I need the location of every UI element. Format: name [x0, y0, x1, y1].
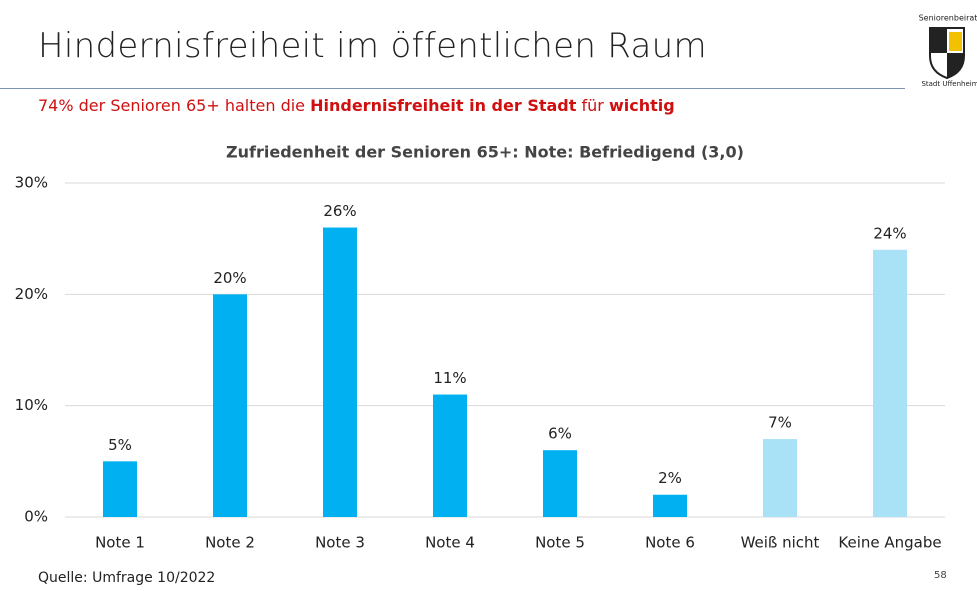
x-tick-label: Note 5	[535, 534, 585, 552]
bar	[763, 439, 797, 517]
logo-top: Seniorenbeirat	[919, 14, 977, 23]
shield-gold	[949, 32, 962, 51]
slide-title: Hindernisfreiheit im öffentlichen Raum	[38, 26, 707, 66]
title-rule	[0, 88, 905, 89]
bar	[433, 394, 467, 517]
x-tick-label: Note 3	[315, 534, 365, 552]
x-tick-label: Note 1	[95, 534, 145, 552]
value-label: 2%	[658, 469, 682, 487]
logo-bottom: Stadt Uffenheim	[921, 80, 977, 88]
subtitle-text: für	[581, 96, 604, 115]
x-tick-label: Keine Angabe	[838, 534, 941, 552]
x-tick-label: Note 2	[205, 534, 255, 552]
x-tick-label: Note 6	[645, 534, 695, 552]
page-number: 58	[934, 570, 947, 581]
subtitle-text: 74% der Senioren 65+ halten die	[38, 96, 306, 115]
value-label: 5%	[108, 436, 132, 454]
value-label: 24%	[873, 224, 906, 242]
bar	[213, 294, 247, 517]
logo: Seniorenbeirat Stadt Uffenheim	[919, 14, 977, 89]
bar	[543, 450, 577, 517]
y-tick-label: 10%	[15, 396, 48, 414]
shield-quarter	[930, 28, 964, 78]
bar	[103, 461, 137, 517]
subtitle-bold: wichtig	[608, 96, 675, 115]
x-tick-label: Note 4	[425, 534, 475, 552]
source: Quelle: Umfrage 10/2022	[38, 570, 216, 586]
chart-title: Zufriedenheit der Senioren 65+: Note: Be…	[226, 143, 744, 162]
chart: Zufriedenheit der Senioren 65+: Note: Be…	[15, 143, 945, 552]
bar	[323, 227, 357, 517]
subtitle-bold: Hindernisfreiheit in der Stadt	[310, 96, 577, 115]
value-label: 11%	[433, 369, 466, 387]
y-tick-label: 0%	[24, 508, 48, 526]
value-label: 26%	[323, 202, 356, 220]
bar	[873, 249, 907, 518]
subtitle: 74% der Senioren 65+ halten die Hinderni…	[38, 96, 675, 115]
y-tick-label: 20%	[15, 285, 48, 303]
y-tick-label: 30%	[15, 174, 48, 192]
x-tick-label: Weiß nicht	[741, 534, 820, 552]
value-label: 6%	[548, 425, 572, 443]
value-label: 20%	[213, 269, 246, 287]
bar	[653, 494, 687, 517]
value-label: 7%	[768, 414, 792, 432]
